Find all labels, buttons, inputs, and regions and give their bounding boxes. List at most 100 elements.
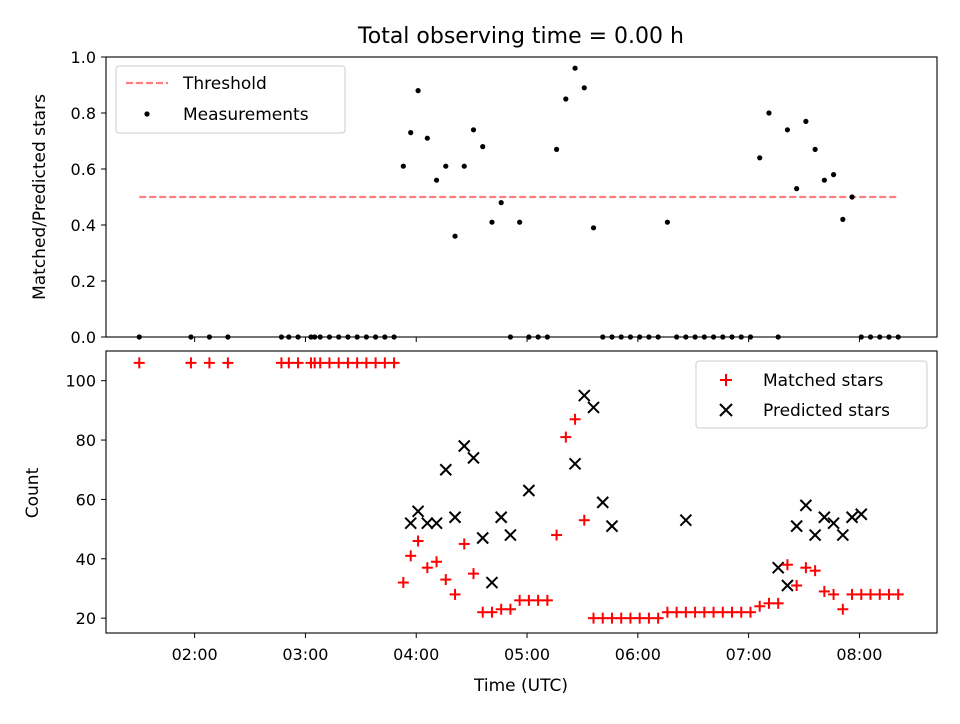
measurement-point bbox=[400, 163, 406, 169]
bottom-legend: Matched stars Predicted stars bbox=[695, 360, 928, 429]
predicted-point bbox=[522, 484, 536, 497]
predicted-point bbox=[430, 516, 443, 530]
measurement-point bbox=[443, 163, 449, 169]
matched-point bbox=[222, 357, 234, 369]
matched-point bbox=[763, 597, 775, 609]
top-y-tick-label: 0.6 bbox=[71, 160, 96, 179]
measurement-point bbox=[452, 233, 458, 239]
legend-matched-swatch bbox=[720, 374, 732, 386]
measurement-point bbox=[581, 85, 587, 91]
matched-point bbox=[846, 588, 858, 600]
predicted-point bbox=[605, 519, 619, 533]
bottom-y-axis-label: Count bbox=[23, 467, 43, 518]
bottom-x-tick-label: 04:00 bbox=[393, 645, 439, 664]
measurement-point bbox=[757, 155, 763, 161]
matched-point bbox=[541, 594, 553, 606]
matched-point bbox=[754, 600, 766, 612]
measurement-point bbox=[498, 200, 504, 206]
predicted-point bbox=[504, 528, 517, 542]
predicted-point bbox=[458, 439, 471, 453]
matched-point bbox=[388, 357, 400, 369]
measurement-point bbox=[461, 163, 467, 169]
legend-matched-label: Matched stars bbox=[763, 371, 883, 391]
top-axes-frame bbox=[105, 56, 938, 338]
predicted-point bbox=[596, 496, 609, 509]
matched-point bbox=[615, 612, 627, 624]
matched-point bbox=[735, 606, 747, 618]
predicted-point bbox=[808, 528, 822, 542]
matched-point bbox=[837, 603, 849, 615]
predicted-point bbox=[494, 511, 508, 524]
legend-predicted-swatch bbox=[719, 403, 733, 417]
bottom-x-tick-label: 05:00 bbox=[504, 645, 550, 664]
measurement-point bbox=[470, 127, 477, 133]
matched-point bbox=[606, 612, 618, 624]
bottom-x-axis-label: Time (UTC) bbox=[473, 676, 568, 696]
top-y-tick-label: 0.2 bbox=[71, 272, 96, 291]
matched-point bbox=[405, 550, 417, 562]
predicted-point bbox=[568, 457, 582, 471]
top-y-tick-label: 0.4 bbox=[71, 216, 96, 235]
bottom-plot-area bbox=[133, 357, 904, 624]
predicted-point bbox=[827, 516, 840, 530]
predicted-point bbox=[836, 528, 850, 542]
matched-point bbox=[680, 606, 692, 618]
top-x-axis bbox=[194, 337, 860, 342]
measurement-point bbox=[821, 177, 827, 183]
bottom-axes-frame bbox=[105, 350, 938, 634]
matched-point bbox=[652, 612, 664, 624]
bottom-x-tick-label: 03:00 bbox=[282, 645, 328, 664]
top-legend-box bbox=[115, 65, 346, 134]
predicted-point bbox=[587, 401, 600, 414]
matched-point bbox=[133, 357, 145, 369]
measurement-point bbox=[489, 219, 495, 225]
matched-point bbox=[809, 565, 821, 577]
matched-point bbox=[397, 577, 409, 589]
predicted-point bbox=[679, 513, 693, 527]
measurement-point bbox=[830, 172, 837, 178]
matched-point bbox=[292, 357, 304, 369]
legend-threshold-label: Threshold bbox=[182, 74, 267, 94]
bottom-x-tick-label: 06:00 bbox=[615, 645, 661, 664]
matched-point bbox=[717, 606, 729, 618]
matched-point bbox=[560, 431, 572, 443]
bottom-y-tick-label: 80 bbox=[76, 431, 96, 450]
matched-point bbox=[495, 603, 507, 615]
matched-point bbox=[532, 594, 544, 606]
bottom-x-tick-label: 07:00 bbox=[726, 645, 772, 664]
matched-point bbox=[431, 556, 443, 568]
matched-point bbox=[523, 594, 535, 606]
matched-point bbox=[351, 357, 363, 369]
matched-point bbox=[449, 588, 461, 600]
matched-point bbox=[855, 588, 867, 600]
matched-point bbox=[314, 357, 326, 369]
predicted-point bbox=[485, 576, 499, 589]
top-y-axis: 0.0 0.2 0.4 0.6 0.8 1.0 bbox=[71, 48, 106, 347]
legend-measurements-label: Measurements bbox=[183, 105, 309, 125]
measurement-point bbox=[812, 146, 818, 152]
predicted-point bbox=[845, 511, 859, 524]
measurement-point bbox=[794, 186, 800, 192]
matched-point bbox=[661, 606, 673, 618]
predicted-point bbox=[411, 505, 425, 518]
matched-point bbox=[791, 580, 803, 592]
top-plot-area bbox=[136, 65, 901, 340]
measurement-point bbox=[784, 127, 791, 133]
predicted-point bbox=[771, 561, 785, 574]
measurement-point bbox=[766, 110, 772, 116]
top-y-tick-label: 0.8 bbox=[71, 104, 96, 123]
measurement-point bbox=[840, 216, 846, 222]
matched-point bbox=[698, 606, 710, 618]
matched-point bbox=[772, 597, 784, 609]
matched-point bbox=[370, 357, 382, 369]
matched-point bbox=[283, 357, 295, 369]
matched-point bbox=[569, 413, 581, 425]
predicted-point bbox=[439, 463, 452, 476]
matched-point bbox=[726, 606, 738, 618]
matched-point bbox=[708, 606, 720, 618]
bottom-x-axis: 02:00 03:00 04:00 05:00 06:00 07:00 08:00 bbox=[172, 633, 882, 664]
matched-point bbox=[412, 535, 424, 547]
predicted-point bbox=[421, 516, 434, 530]
matched-point bbox=[578, 514, 590, 526]
predicted-point bbox=[790, 519, 803, 533]
